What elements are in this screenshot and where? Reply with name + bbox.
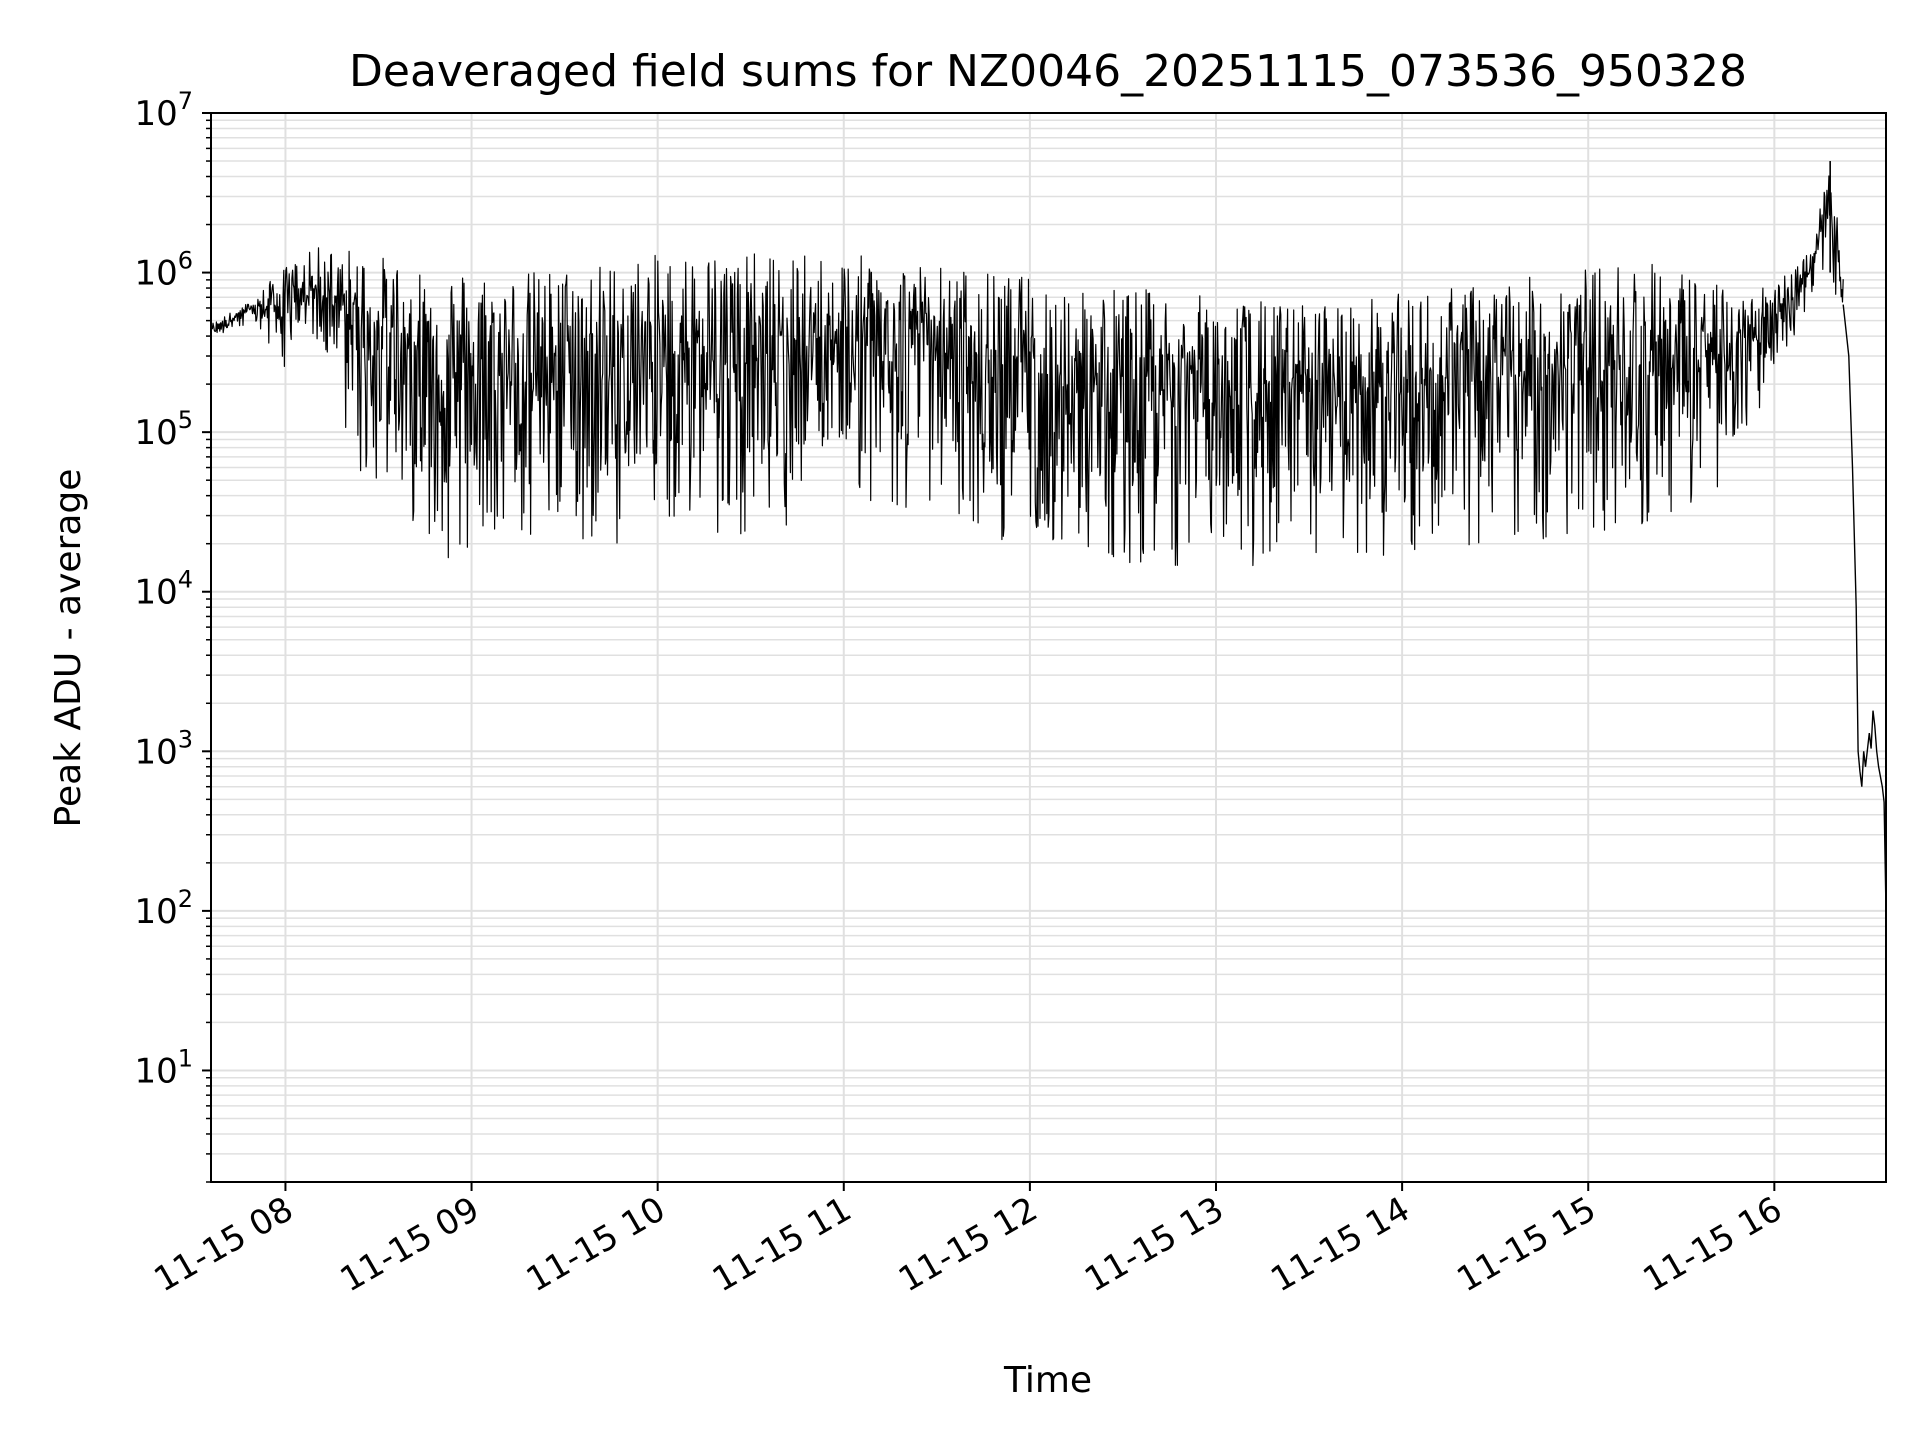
chart-title: Deaveraged field sums for NZ0046_2025111…: [349, 46, 1747, 97]
y-tick-label: 101: [134, 1044, 193, 1091]
y-axis-label: Peak ADU - average: [48, 469, 89, 828]
series-trace: [210, 175, 1844, 567]
plot-frame: [210, 112, 1887, 1183]
series-tail: [1842, 304, 1887, 911]
y-tick-label: 103: [134, 725, 193, 772]
y-axis: 101 102 103 104 105 106 107: [134, 87, 211, 1183]
y-tick-label: 106: [134, 247, 193, 294]
plot-area: [210, 112, 1887, 1183]
x-axis-label: Time: [1003, 1360, 1092, 1401]
y-tick-label: 105: [134, 406, 193, 453]
y-tick-label: 102: [134, 885, 193, 932]
plot-background: [211, 113, 1886, 1182]
y-tick-label: 107: [134, 87, 193, 134]
y-tick-label: 104: [134, 566, 193, 613]
series-line: [210, 161, 1887, 911]
